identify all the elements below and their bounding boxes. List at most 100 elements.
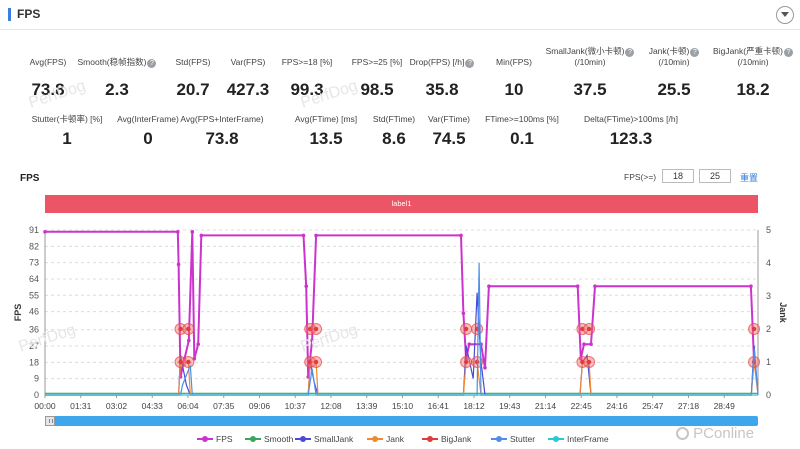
x-tick-label: 27:18 xyxy=(678,401,700,411)
series-bigjank-point xyxy=(463,326,469,332)
panel-title: FPS xyxy=(8,8,40,21)
stat-label: SmallJank(微小卡顿)? xyxy=(530,46,650,57)
y-tick-label: 64 xyxy=(29,274,39,284)
legend-swatch xyxy=(245,435,261,443)
stat-value: 20.7 xyxy=(176,80,210,99)
legend-item-interframe[interactable]: InterFrame xyxy=(548,434,609,445)
stat-stats_row1-6: Drop(FPS) [/h]? 35.8 xyxy=(382,46,502,100)
stat-label: FPS>=18 [%] xyxy=(281,57,333,67)
site-watermark: PConline xyxy=(676,425,754,442)
stat-label: Drop(FPS) [/h]? xyxy=(382,46,502,68)
stat-stats_row1-2: Std(FPS) 20.7 xyxy=(133,46,253,100)
stat-value: 99.3 xyxy=(290,80,324,99)
series-bigjank-point xyxy=(463,359,469,365)
x-tick-label: 09:06 xyxy=(249,401,271,411)
series-fps-point xyxy=(467,342,472,347)
legend-swatch xyxy=(491,435,507,443)
stat-value: 2.3 xyxy=(105,80,129,99)
series-fps-point xyxy=(175,230,180,234)
stat-stats_row1-4: FPS>=18 [%] 99.3 xyxy=(247,46,367,100)
legend-swatch xyxy=(367,435,383,443)
collapse-button[interactable] xyxy=(776,6,794,24)
chart-title: FPS xyxy=(20,173,40,184)
stat-stats_row1-7: Min(FPS) 10 xyxy=(454,46,574,100)
x-tick-label: 15:10 xyxy=(392,401,414,411)
series-fps-point xyxy=(196,342,201,347)
help-icon[interactable]: ? xyxy=(465,59,475,68)
stat-stats_row1-0: Avg(FPS) 73.8 xyxy=(0,46,108,100)
series-fps-point xyxy=(310,338,314,343)
legend-item-fps[interactable]: FPS xyxy=(197,434,233,445)
help-icon[interactable]: ? xyxy=(147,59,157,68)
stat-stats_row2-6: FTime>=100ms [%] 0.1 xyxy=(462,114,582,149)
fps-threshold-input-1[interactable] xyxy=(662,169,694,183)
x-tick-label: 16:41 xyxy=(428,401,450,411)
y-tick-label: 0 xyxy=(34,390,39,400)
x-tick-label: 21:14 xyxy=(535,401,557,411)
stat-label: Std(FTime) xyxy=(372,114,416,124)
x-tick-label: 06:04 xyxy=(177,401,199,411)
x-tick-label: 04:33 xyxy=(142,401,164,411)
series-fps-point xyxy=(301,233,306,238)
stat-stats_row1-5: FPS>=25 [%] 98.5 xyxy=(317,46,437,100)
x-tick-label: 07:35 xyxy=(213,401,235,411)
stat-label: Smooth(稳帧指数)? xyxy=(57,46,177,68)
label-bar[interactable]: label1 xyxy=(45,195,758,213)
series-bigjank-point xyxy=(313,326,319,332)
stat-stats_row2-7: Delta(FTime)>100ms [/h] 123.3 xyxy=(571,114,691,149)
series-fps-point xyxy=(589,342,593,347)
stat-stats_row1-8: SmallJank(微小卡顿)? (/10min) 37.5 xyxy=(530,46,650,100)
help-icon[interactable]: ? xyxy=(625,48,635,57)
stat-label-unit: (/10min) xyxy=(737,57,769,67)
stat-label: Avg(FTime) [ms] xyxy=(294,114,358,124)
y2-tick-label: 2 xyxy=(766,324,771,334)
stat-value: 1 xyxy=(62,129,72,148)
legend-item-bigjank[interactable]: BigJank xyxy=(422,434,471,445)
stat-value: 74.5 xyxy=(432,129,466,148)
fps-threshold-input-2[interactable] xyxy=(699,169,731,183)
site-logo-icon xyxy=(676,427,689,440)
series-fps-point xyxy=(483,366,487,370)
legend-item-smalljank[interactable]: SmallJank xyxy=(295,434,353,445)
x-tick-label: 24:16 xyxy=(606,401,628,411)
help-icon[interactable]: ? xyxy=(690,48,700,57)
series-fps-point xyxy=(190,230,195,234)
y2-tick-label: 4 xyxy=(766,258,771,268)
stat-label: Avg(InterFrame) xyxy=(117,114,179,124)
stat-label: Stutter(卡顿率) [%] xyxy=(31,114,103,124)
legend-item-smooth[interactable]: Smooth xyxy=(245,434,293,445)
legend-item-stutter[interactable]: Stutter xyxy=(491,434,535,445)
series-fps-point xyxy=(593,284,597,289)
series-bigjank-point xyxy=(313,359,319,365)
x-tick-label: 13:39 xyxy=(356,401,378,411)
series-bigjank-point xyxy=(186,326,191,332)
x-tick-label: 01:31 xyxy=(70,401,92,411)
y2-tick-label: 0 xyxy=(766,390,771,400)
stat-label: Std(FPS) xyxy=(175,57,211,67)
fps-chart: 0 9 18 27 36 46 55 64 73 82 91 0 1 2 3 4 5 00:00 01:31 03:0… xyxy=(13,225,788,411)
stat-label: Var(FTime) xyxy=(427,114,471,124)
series-bigjank-point xyxy=(186,359,191,365)
y-tick-label: 91 xyxy=(29,225,39,235)
time-range-slider[interactable] xyxy=(45,416,758,426)
slider-handle[interactable] xyxy=(45,416,55,426)
y-tick-label: 82 xyxy=(29,241,39,251)
y2-tick-label: 5 xyxy=(766,225,771,235)
stat-stats_row2-0: Stutter(卡顿率) [%] 1 xyxy=(7,114,127,149)
series-fps-point xyxy=(459,233,463,238)
series-bigjank-point xyxy=(178,326,183,332)
fps-threshold-label: FPS(>=) xyxy=(624,172,657,182)
series-stutter-line xyxy=(45,262,759,396)
stat-value: 123.3 xyxy=(609,129,653,148)
stat-stats_row1-1: Smooth(稳帧指数)? 2.3 xyxy=(57,46,177,100)
help-icon[interactable]: ? xyxy=(783,48,793,57)
legend-item-jank[interactable]: Jank xyxy=(367,434,404,445)
stat-value: 35.8 xyxy=(425,80,459,99)
series-bigjank-point xyxy=(751,326,757,332)
series-fps-point xyxy=(749,284,753,289)
reset-button[interactable]: 重置 xyxy=(740,173,759,183)
legend-swatch xyxy=(548,435,564,443)
stat-label: Var(FPS) xyxy=(230,57,266,67)
y2-axis-title: Jank xyxy=(778,302,788,324)
x-tick-label: 25:47 xyxy=(642,401,664,411)
